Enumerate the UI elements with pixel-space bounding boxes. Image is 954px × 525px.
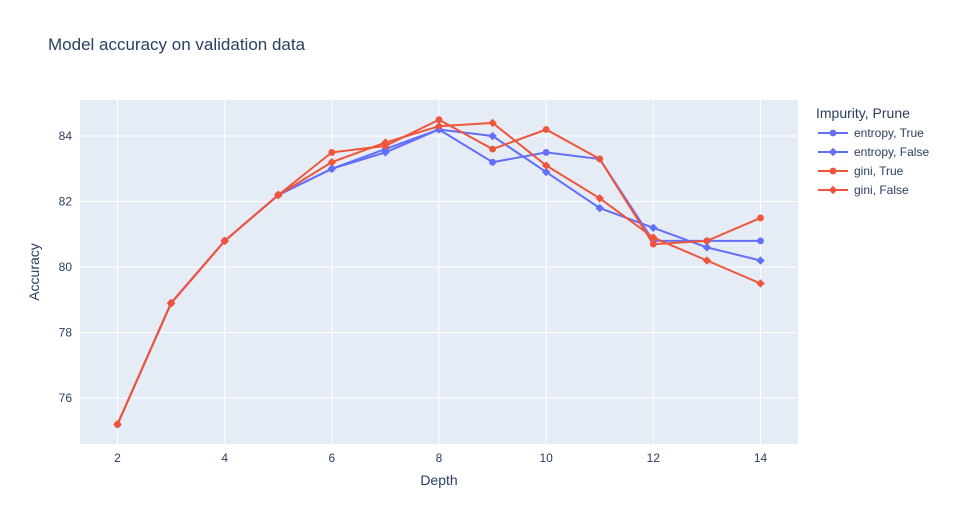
data-point [220,236,229,246]
chart-title: Model accuracy on validation data [48,35,306,54]
x-axis-label: Depth [420,472,457,488]
y-tick-label: 82 [59,195,73,209]
data-point [328,149,336,156]
x-tick-label: 6 [328,451,335,465]
legend-swatch-marker [829,167,837,175]
data-point [757,214,764,222]
y-tick-label: 76 [59,391,73,405]
x-axis-ticks: 2 4 6 8 10 12 14 [114,451,767,465]
data-point [434,122,444,131]
legend-swatch-marker [828,147,838,157]
data-point [166,298,176,308]
x-tick-label: 12 [647,451,661,465]
data-point [381,148,390,157]
legend-swatch-marker [828,185,838,195]
data-point [702,256,712,265]
data-point [435,116,443,124]
data-point [649,240,657,248]
x-tick-label: 8 [436,451,443,465]
data-point [327,164,337,173]
legend: Impurity, Prune entropy, True entropy, Fa… [816,105,929,197]
y-tick-label: 84 [59,129,73,143]
legend-item[interactable]: gini, False [818,183,909,197]
data-point [595,203,604,213]
y-axis-ticks: 76 78 80 82 84 [59,129,73,405]
data-point [756,279,765,288]
data-point [542,126,550,133]
y-tick-label: 78 [59,326,73,340]
grid-lines [80,100,798,444]
data-point [595,194,604,203]
data-point [113,420,122,429]
data-point [541,167,551,177]
legend-label: gini, True [854,164,904,178]
data-point [381,138,390,147]
data-point [596,155,604,163]
x-tick-label: 2 [114,451,121,465]
legend-title: Impurity, Prune [816,105,910,121]
legend-item[interactable]: entropy, False [818,145,929,159]
data-point [541,161,551,170]
legend-label: entropy, True [854,126,924,140]
y-tick-label: 80 [59,260,73,274]
data-point [489,158,496,166]
data-point [489,145,496,153]
x-tick-label: 14 [754,451,768,465]
legend-item[interactable]: gini, True [818,164,904,178]
data-point [488,131,497,141]
data-point [756,256,765,265]
series-group [113,116,765,429]
data-point [702,243,712,252]
y-axis-label: Accuracy [26,243,42,301]
data-point [649,233,658,242]
x-tick-label: 4 [221,451,228,465]
data-point [649,223,658,232]
data-point [703,237,711,245]
legend-label: entropy, False [854,145,929,159]
legend-item[interactable]: entropy, True [818,126,924,140]
series-3 [113,118,765,429]
data-point [488,118,497,128]
data-point [274,190,283,200]
data-point [757,237,764,245]
legend-swatch-marker [829,129,837,137]
legend-label: gini, False [854,183,909,197]
x-tick-label: 10 [539,451,553,465]
data-point [327,158,337,167]
data-point [542,149,550,156]
